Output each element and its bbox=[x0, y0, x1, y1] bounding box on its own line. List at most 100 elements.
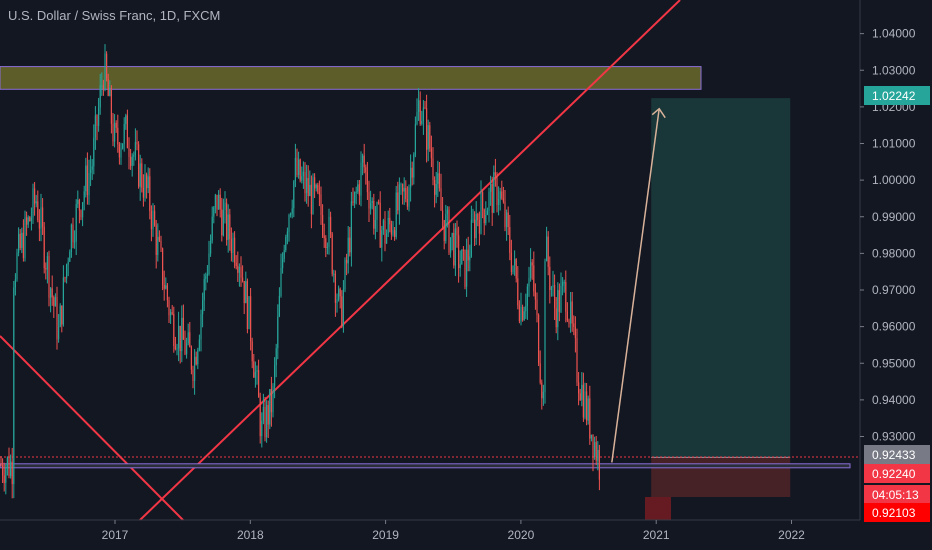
candle-body bbox=[432, 158, 434, 181]
candle-body bbox=[285, 237, 287, 251]
candle-body bbox=[61, 305, 63, 325]
candle-body bbox=[427, 125, 429, 150]
candle-body bbox=[528, 278, 530, 287]
candle-body bbox=[251, 341, 253, 362]
candle-body bbox=[195, 356, 197, 365]
candle-body bbox=[16, 252, 18, 280]
price-tag-label: 0.92433 bbox=[872, 448, 916, 462]
candle-body bbox=[109, 87, 111, 96]
candle-body bbox=[459, 264, 461, 269]
candle-body bbox=[573, 323, 575, 328]
x-tick-label: 2021 bbox=[643, 528, 670, 542]
y-tick-label: 0.95000 bbox=[872, 356, 916, 370]
candle-body bbox=[362, 155, 364, 163]
candle-body bbox=[307, 178, 309, 197]
candle-body bbox=[590, 434, 592, 439]
candle-body bbox=[235, 262, 237, 266]
candle-body bbox=[280, 268, 282, 296]
candle-body bbox=[518, 305, 520, 322]
candle-body bbox=[390, 224, 392, 235]
candle-body bbox=[435, 183, 437, 195]
candle-body bbox=[77, 199, 79, 205]
candle-body bbox=[440, 188, 442, 211]
candle-body bbox=[504, 201, 506, 228]
candle-body bbox=[491, 183, 493, 213]
candle-body bbox=[461, 249, 463, 265]
resistance-zone bbox=[0, 66, 702, 90]
candle-body bbox=[67, 261, 69, 265]
candle-body bbox=[456, 228, 458, 236]
candle-body bbox=[338, 288, 340, 300]
chart-title: U.S. Dollar / Swiss Franc, 1D, FXCM bbox=[8, 8, 221, 23]
candle-body bbox=[562, 282, 564, 286]
candle-body bbox=[210, 240, 212, 254]
candle-body bbox=[542, 392, 544, 399]
candle-body bbox=[154, 210, 156, 226]
candle-body bbox=[462, 249, 464, 251]
candle-body bbox=[373, 201, 375, 229]
candle-body bbox=[469, 256, 471, 261]
candle-body bbox=[558, 290, 560, 312]
candle-body bbox=[176, 348, 178, 350]
candle-body bbox=[554, 285, 556, 309]
candle-body bbox=[90, 169, 92, 174]
candle-body bbox=[310, 184, 312, 214]
y-tick-label: 0.93000 bbox=[872, 430, 916, 444]
candle-body bbox=[174, 345, 176, 349]
candle-body bbox=[426, 108, 428, 150]
candle-body bbox=[53, 297, 55, 307]
candle-body bbox=[232, 237, 234, 254]
candle-body bbox=[512, 265, 514, 272]
candle-body bbox=[157, 236, 159, 255]
candle-body bbox=[128, 147, 130, 157]
candle-body bbox=[592, 434, 594, 457]
candle-body bbox=[422, 107, 424, 121]
candle-body bbox=[166, 285, 168, 301]
candle-body bbox=[355, 191, 357, 193]
candle-body bbox=[101, 85, 103, 87]
candle-body bbox=[51, 288, 53, 298]
candle-body bbox=[99, 85, 101, 108]
stop-extension bbox=[645, 497, 671, 520]
candle-body bbox=[371, 201, 373, 203]
candle-body bbox=[133, 154, 135, 157]
candle-body bbox=[64, 277, 66, 279]
candle-body bbox=[40, 207, 42, 229]
x-tick-label: 2022 bbox=[778, 528, 805, 542]
candle-body bbox=[330, 216, 332, 234]
candle-body bbox=[467, 249, 469, 261]
price-tag bbox=[864, 503, 930, 522]
candle-body bbox=[254, 371, 256, 378]
candle-body bbox=[58, 326, 60, 340]
candle-body bbox=[315, 184, 317, 189]
candle-body bbox=[437, 173, 439, 184]
candle-body bbox=[277, 316, 279, 349]
candle-body bbox=[48, 256, 50, 298]
candle-body bbox=[139, 163, 141, 187]
y-tick-label: 1.00000 bbox=[872, 173, 916, 187]
candle-body bbox=[274, 365, 276, 387]
candle-body bbox=[302, 171, 304, 177]
price-tag-label: 0.92103 bbox=[872, 506, 916, 520]
candle-body bbox=[368, 192, 370, 209]
candle-body bbox=[190, 347, 192, 370]
support-line bbox=[0, 463, 851, 469]
candle-body bbox=[200, 314, 202, 340]
candle-body bbox=[416, 112, 418, 125]
candle-body bbox=[38, 220, 40, 229]
candle-body bbox=[286, 231, 288, 238]
y-tick-label: 0.94000 bbox=[872, 393, 916, 407]
candle-body bbox=[434, 180, 436, 195]
candle-body bbox=[85, 165, 87, 192]
candle-body bbox=[94, 115, 96, 138]
candle-body bbox=[126, 115, 128, 148]
candle-body bbox=[424, 107, 426, 109]
candle-body bbox=[589, 398, 591, 439]
candle-body bbox=[288, 215, 290, 232]
candle-body bbox=[50, 288, 52, 298]
y-tick-label: 0.97000 bbox=[872, 283, 916, 297]
candle-body bbox=[429, 125, 431, 149]
projection-arrow bbox=[611, 108, 660, 463]
candle-body bbox=[496, 175, 498, 205]
